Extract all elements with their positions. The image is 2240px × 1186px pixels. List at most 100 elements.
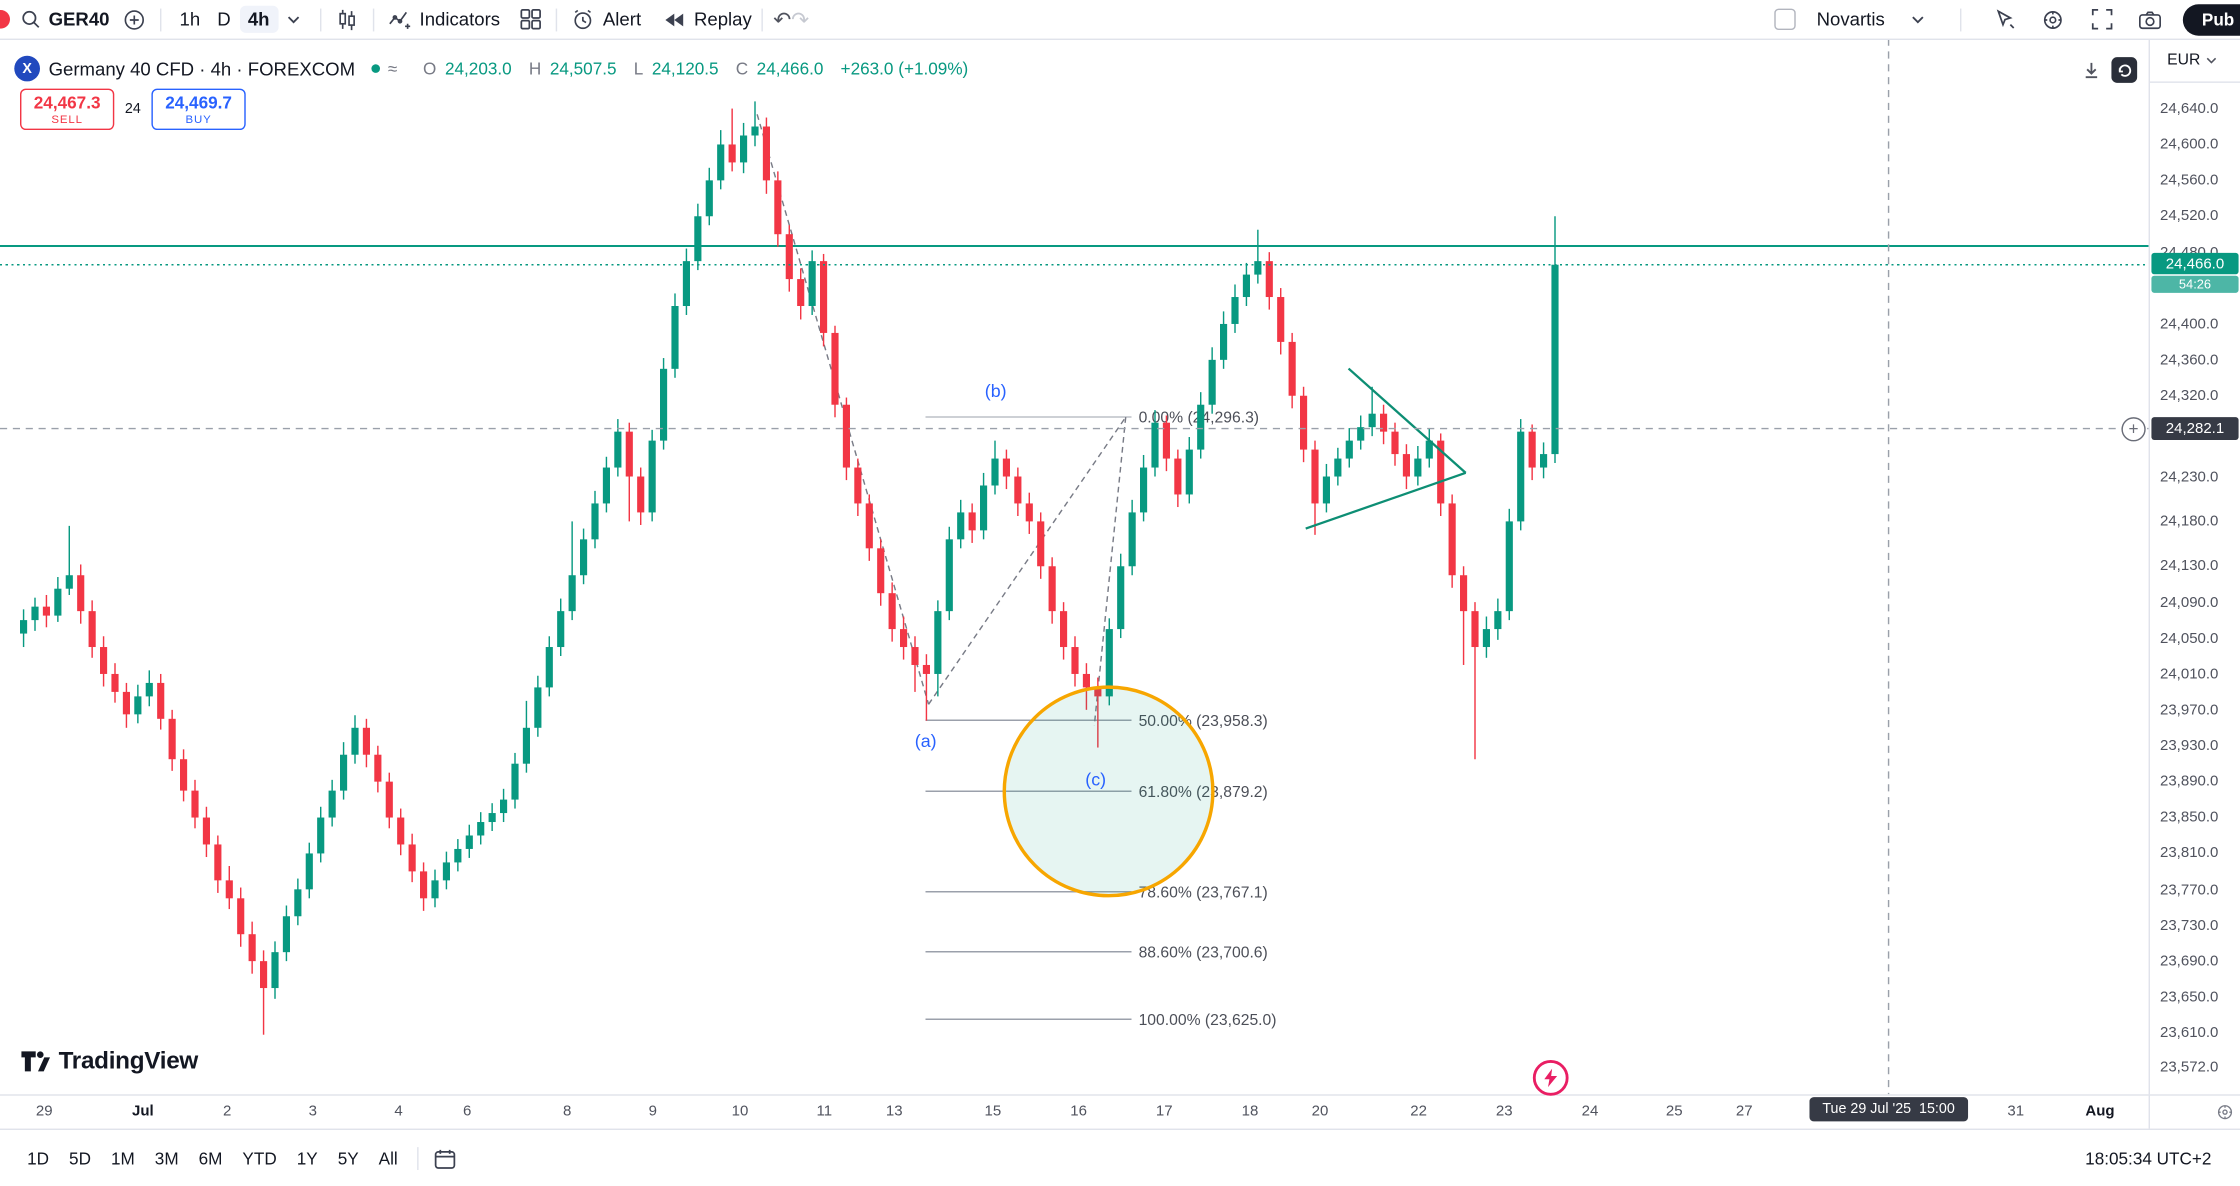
publish-button[interactable]: Pub [2183, 3, 2240, 35]
replay-button[interactable]: Replay [693, 8, 752, 30]
undo-icon[interactable]: ↶ [773, 7, 792, 33]
candle-body [911, 647, 919, 665]
range-button-all[interactable]: All [378, 1148, 398, 1169]
candle-body [237, 898, 245, 935]
chart-style-icon[interactable] [331, 4, 362, 35]
time-tick: 22 [1410, 1102, 1427, 1120]
interval-4h-button[interactable]: 4h [239, 5, 279, 33]
fullscreen-icon[interactable] [2086, 4, 2117, 35]
candle-body [1448, 503, 1456, 576]
highlight-ellipse-drawing[interactable] [1002, 685, 1215, 898]
candle-body [1379, 413, 1388, 432]
crosshair-time-label: Tue 29 Jul '25 15:00 [1809, 1097, 1968, 1122]
candle-body [717, 144, 725, 181]
add-alert-plus-button[interactable]: + [2121, 417, 2146, 442]
currency-selector[interactable]: EUR [2149, 39, 2240, 83]
interval-1h-button[interactable]: 1h [179, 8, 201, 30]
candle-body [408, 844, 416, 872]
settings-gear-icon[interactable] [2038, 4, 2069, 35]
candle-body [385, 781, 393, 818]
time-axis[interactable]: 29 Jul 2 3 4 6 8 9 10 11 13 15 16 17 18 20 22 23 24 25 27 31 A… [0, 1094, 2149, 1130]
go-to-date-calendar-icon[interactable] [429, 1143, 460, 1174]
account-selector[interactable]: Novartis [1816, 8, 1885, 30]
lightning-marker-icon[interactable] [1532, 1059, 1569, 1096]
candle-body [534, 687, 542, 728]
sell-button[interactable]: 24,467.3 SELL [19, 88, 115, 130]
symbol-button[interactable]: GER40 [48, 8, 110, 30]
price-tick: 24,320.0 [2159, 387, 2219, 405]
candle-body [1345, 440, 1353, 459]
snapshot-camera-icon[interactable] [2135, 4, 2166, 35]
time-tick: 4 [394, 1102, 403, 1120]
dashed-trendline[interactable] [1093, 417, 1127, 726]
divider [555, 7, 558, 31]
dashed-trendline[interactable] [756, 114, 930, 705]
range-button-6m[interactable]: 6M [198, 1148, 223, 1169]
candle-body [1402, 454, 1410, 477]
time-tick: 15 [984, 1102, 1002, 1120]
alert-button[interactable]: Alert [602, 8, 642, 30]
jump-to-realtime-button[interactable] [2111, 57, 2138, 83]
candle-body [991, 458, 999, 486]
candle-body [1037, 521, 1045, 567]
interval-1d-button[interactable]: D [217, 8, 231, 30]
candle-body [1357, 427, 1365, 441]
candle-body [31, 606, 39, 621]
wave-label[interactable]: (c) [1085, 770, 1106, 790]
range-button-3m[interactable]: 3M [154, 1148, 179, 1169]
add-symbol-icon[interactable] [118, 4, 149, 35]
candle-body [751, 126, 759, 136]
candle-body [465, 835, 473, 849]
market-open-dot-icon [370, 64, 380, 73]
candle-body [648, 440, 656, 513]
price-tick: 23,850.0 [2159, 808, 2219, 827]
candle-body [1219, 323, 1228, 360]
range-button-5y[interactable]: 5Y [337, 1148, 359, 1169]
cursor-tool-icon[interactable] [1989, 4, 2020, 35]
price-tick: 24,400.0 [2159, 315, 2219, 333]
axis-settings-gear-icon[interactable] [2209, 1096, 2240, 1127]
wave-label[interactable]: (a) [915, 731, 937, 751]
data-delay-icon[interactable]: ≈ [387, 58, 398, 79]
clock-timezone-button[interactable]: 18:05:34 UTC+2 [2085, 1148, 2212, 1169]
price-tick: 24,560.0 [2159, 171, 2219, 189]
symbol-legend: X Germany 40 CFD · 4h · FOREXCOM ≈ O 24,2… [14, 55, 968, 82]
pennant-trendline[interactable] [1347, 367, 1467, 474]
redo-icon[interactable]: ↷ [791, 7, 810, 33]
price-axis[interactable]: EUR 24,640.0 24,600.0 24,560.0 24,520.0 24,4… [2148, 38, 2240, 1129]
symbol-title[interactable]: Germany 40 CFD · 4h · FOREXCOM [48, 57, 356, 80]
pennant-trendline[interactable] [1305, 471, 1467, 530]
indicators-button[interactable]: Indicators [419, 8, 501, 30]
range-button-ytd[interactable]: YTD [242, 1148, 277, 1169]
range-button-1m[interactable]: 1M [110, 1148, 135, 1169]
interval-chevron-down-icon[interactable] [278, 4, 309, 35]
search-icon[interactable] [14, 4, 45, 35]
time-tick: 18 [1241, 1102, 1259, 1120]
candle-body [1117, 566, 1125, 630]
candle-body [1414, 458, 1422, 477]
candle-body [774, 180, 782, 235]
indicators-icon[interactable] [384, 4, 415, 35]
candle-body [442, 862, 450, 881]
top-toolbar: GER40 1h D 4h Indicators [0, 0, 2240, 40]
wave-label[interactable]: (b) [985, 381, 1007, 401]
range-button-1d[interactable]: 1D [27, 1148, 50, 1169]
account-checkbox[interactable] [1773, 8, 1796, 30]
layout-grid-icon[interactable] [514, 4, 545, 35]
dashed-trendline[interactable] [927, 416, 1127, 705]
range-button-1y[interactable]: 1Y [296, 1148, 318, 1169]
account-chevron-down-icon[interactable] [1902, 4, 1933, 35]
candle-body [168, 718, 176, 760]
time-tick: 10 [731, 1102, 749, 1120]
replay-rewind-icon[interactable] [658, 4, 689, 35]
tradingview-logo[interactable]: TradingView [20, 1047, 198, 1076]
symbol-logo[interactable]: X [14, 55, 40, 82]
buy-button[interactable]: 24,469.7 BUY [151, 88, 246, 130]
candle-body [145, 682, 153, 697]
candle-body [1551, 264, 1559, 455]
range-button-5d[interactable]: 5D [69, 1148, 91, 1169]
time-tick: 31 [2007, 1102, 2025, 1120]
alert-clock-icon[interactable] [567, 4, 598, 35]
scroll-down-icon[interactable] [2080, 59, 2103, 82]
